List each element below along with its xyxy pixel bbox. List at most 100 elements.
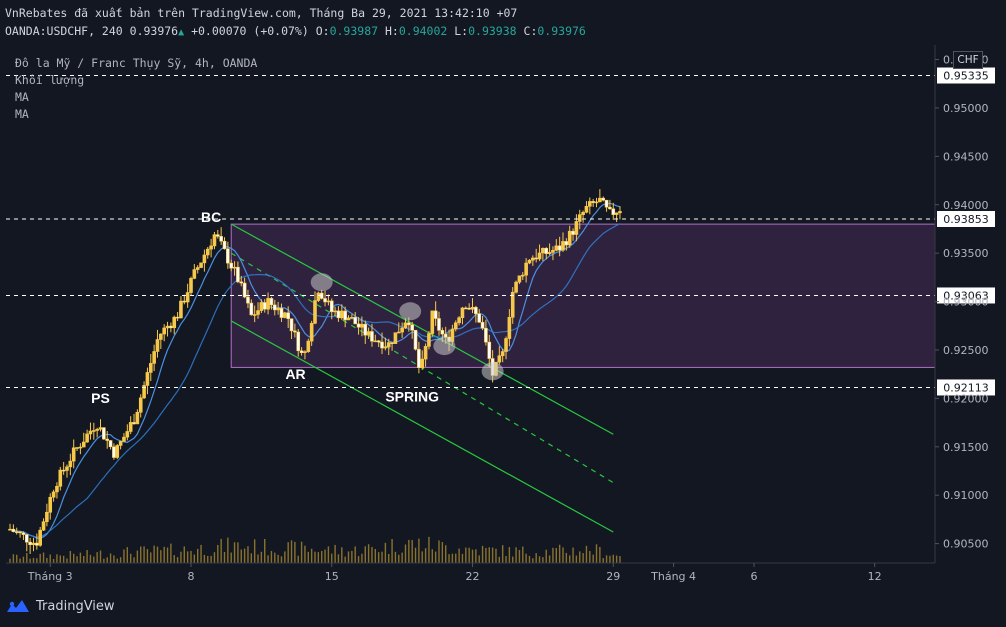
candle-body: [256, 310, 260, 315]
candle-body: [581, 211, 585, 215]
volume-bar: [129, 553, 132, 563]
candle-body: [323, 298, 327, 303]
x-tick-label: Tháng 4: [650, 570, 696, 583]
candle-body: [564, 241, 569, 246]
candle-body: [474, 307, 478, 315]
volume-bar: [357, 556, 360, 563]
volume-bar: [250, 553, 253, 563]
volume-bar: [243, 548, 246, 563]
volume-bar: [374, 548, 377, 563]
volume-bar: [86, 549, 88, 563]
volume-bar: [324, 549, 326, 563]
volume-bar: [341, 547, 343, 563]
y-tick-label: 0.95000: [943, 102, 989, 115]
price-levels: 0.95335 0.93853 0.93063 0.92113: [6, 67, 995, 396]
symbol[interactable]: OANDA:USDCHF, 240: [5, 24, 123, 38]
footer-brand[interactable]: TradingView: [6, 598, 115, 614]
candle-body: [115, 445, 120, 458]
volume-bar: [421, 551, 423, 563]
x-tick-label: Tháng 3: [27, 570, 73, 583]
y-tick-label: 0.94000: [943, 199, 989, 212]
volume-bar: [207, 555, 209, 563]
candle-body: [393, 332, 398, 344]
highlight-ellipse: [481, 362, 504, 381]
candle-body: [370, 331, 374, 342]
candle-body: [209, 245, 213, 250]
candle-body: [162, 327, 166, 335]
candle-body: [400, 327, 404, 333]
volume-bar: [230, 552, 232, 563]
currency-label: CHF: [953, 51, 983, 69]
candle-body: [547, 252, 552, 254]
volume-bar: [133, 557, 135, 563]
volume-bar: [210, 555, 212, 563]
volume-bar: [257, 554, 259, 563]
volume-bar: [398, 554, 400, 563]
close-label: C:: [523, 24, 538, 38]
volume-bar: [143, 546, 145, 563]
volume-bar: [558, 544, 561, 563]
volume-bar: [93, 556, 95, 563]
candle-body: [336, 310, 341, 319]
annotations: PS BC AR SPRING: [91, 209, 439, 406]
volume-bar: [364, 546, 366, 563]
volume-bar: [270, 550, 273, 563]
candle-body: [403, 322, 408, 329]
candle-body: [195, 267, 200, 270]
price-level-tag: [937, 287, 995, 304]
candle-body: [410, 324, 414, 331]
candle-body: [433, 310, 438, 319]
volume-bar: [485, 547, 487, 563]
volume-bar: [290, 540, 293, 563]
candle-body: [88, 430, 93, 435]
candle-body: [185, 292, 190, 303]
volume-bar: [253, 539, 256, 563]
candle-body: [58, 469, 63, 487]
candle-body: [480, 321, 485, 329]
price-level-tag: [937, 67, 995, 84]
candle-body: [102, 427, 106, 440]
candle-body: [8, 528, 12, 531]
volume-bar: [512, 556, 514, 563]
volume-bar: [203, 554, 206, 563]
volume-bar: [478, 555, 480, 563]
candle-body: [423, 346, 428, 360]
publish-info: VnRebates đã xuất bản trên TradingView.c…: [5, 6, 518, 20]
volume-bar: [310, 548, 313, 563]
candle-body: [366, 331, 371, 336]
y-tick-label: 0.90500: [943, 538, 989, 551]
volume-bar: [300, 541, 303, 563]
volume-bar: [508, 547, 511, 563]
legend-volume[interactable]: Khối lượng: [15, 73, 85, 87]
legend-title[interactable]: Đô la Mỹ / Franc Thụy Sỹ, 4h, OANDA: [15, 56, 258, 70]
candle-body: [551, 249, 555, 253]
candle-body: [95, 428, 99, 431]
candle-body: [35, 542, 39, 546]
volume-bar: [595, 544, 598, 563]
volume-bar: [381, 551, 383, 563]
price-level-label: 0.95335: [943, 69, 989, 82]
legend-ma-2[interactable]: MA: [15, 107, 29, 121]
candle-body: [14, 531, 19, 533]
candle-body: [417, 348, 421, 368]
candle-body: [155, 339, 160, 352]
volume-bar: [297, 555, 299, 563]
volume-bar: [52, 559, 55, 563]
volume-bar: [106, 557, 108, 563]
volume-bar: [69, 550, 72, 563]
volume-bar: [22, 556, 25, 563]
y-tick-label: 0.94500: [943, 150, 989, 163]
legend-ma-1[interactable]: MA: [15, 90, 29, 104]
x-tick-label: 15: [325, 570, 339, 583]
candle-body: [272, 304, 277, 311]
axes: 0.955000.950000.945000.940000.935000.930…: [6, 45, 989, 583]
candle-body: [504, 338, 508, 352]
up-arrow-icon: ▲: [178, 27, 185, 38]
candle-body: [172, 316, 177, 329]
candle-body: [135, 411, 140, 425]
volume-bar: [29, 558, 31, 563]
volume-bar: [294, 541, 296, 563]
volume-bar: [431, 549, 433, 563]
candle-body: [520, 274, 525, 277]
